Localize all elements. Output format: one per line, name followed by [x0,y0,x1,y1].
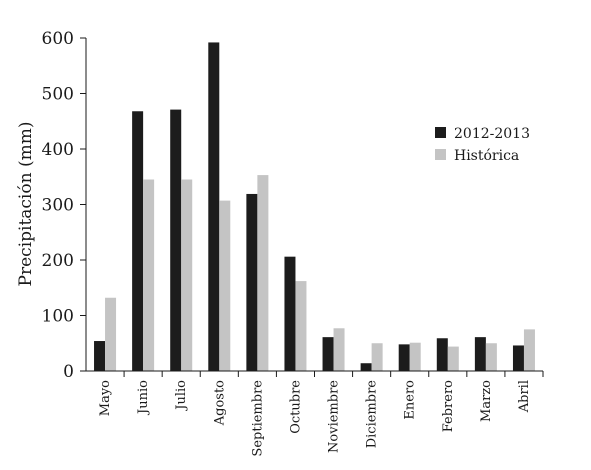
x-axis-ticks: Mayo Junio Julio Agosto Septiembre Octubre Nov… [98,371,544,457]
category-label: Junio [136,380,151,416]
bars-layer [94,42,535,371]
bar-series1-0 [94,341,106,371]
bar-series2-3 [219,200,231,371]
bar-series2-10 [485,343,497,371]
category-label: Marzo [479,380,494,422]
y-tick-label: 0 [63,362,74,382]
category-label: Agosto [212,380,227,426]
bar-series1-10 [474,337,486,371]
bar-series2-4 [257,175,269,371]
category-label: Noviembre [327,380,342,453]
legend-label: 2012-2013 [454,126,530,142]
bar-series1-7 [360,363,372,371]
bar-series2-11 [523,329,535,371]
category-label: Mayo [98,380,113,416]
bar-series2-9 [447,346,459,371]
bar-series2-8 [409,342,421,371]
bar-series2-0 [105,297,117,371]
bar-series1-11 [512,345,524,371]
y-tick-label: 100 [42,307,74,327]
bar-series2-2 [181,179,193,371]
category-label: Diciembre [365,380,380,449]
y-axis-ticks: 0 100 200 300 400 500 600 [42,29,86,382]
bar-series2-5 [295,281,307,371]
y-axis-label: Precipitación (mm) [16,122,36,287]
category-label: Septiembre [250,380,265,457]
category-label: Octubre [288,380,303,434]
category-label: Enero [403,380,418,420]
y-tick-label: 500 [42,85,74,105]
y-tick-label: 200 [42,251,74,271]
bar-series1-6 [322,337,334,371]
y-tick-label: 600 [42,29,74,49]
legend: 2012-2013 Histórica [435,126,530,164]
bar-series2-1 [143,179,155,371]
category-label: Abril [517,380,532,413]
bar-series1-2 [170,109,182,371]
bar-series2-6 [333,328,345,371]
bar-series1-4 [246,193,258,371]
legend-label: Histórica [454,148,519,164]
y-tick-label: 300 [42,196,74,216]
y-tick-label: 400 [42,140,74,160]
legend-swatch [435,127,446,138]
bar-series1-3 [208,42,220,371]
legend-swatch [435,149,446,160]
bar-series1-5 [284,256,296,371]
bar-series1-1 [132,111,144,371]
bar-series2-7 [371,343,383,371]
category-label: Julio [174,380,189,412]
category-label: Febrero [441,380,456,432]
bar-series1-8 [398,344,410,371]
bar-series1-9 [436,338,448,371]
